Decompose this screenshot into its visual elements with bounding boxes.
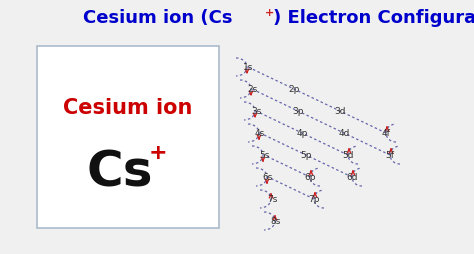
Text: 5p: 5p bbox=[300, 151, 312, 160]
FancyBboxPatch shape bbox=[37, 47, 219, 228]
Text: 5s: 5s bbox=[259, 151, 269, 160]
Text: 3s: 3s bbox=[251, 107, 261, 116]
Text: 5f: 5f bbox=[385, 151, 394, 160]
Text: 3p: 3p bbox=[292, 107, 304, 116]
Text: 8s: 8s bbox=[271, 217, 281, 226]
Text: +: + bbox=[149, 142, 167, 162]
Text: ) Electron Configuration: ) Electron Configuration bbox=[273, 9, 474, 27]
Text: 7s: 7s bbox=[267, 195, 277, 204]
Text: 2p: 2p bbox=[288, 85, 300, 94]
Text: 6p: 6p bbox=[304, 173, 316, 182]
Text: 2s: 2s bbox=[247, 85, 257, 94]
Text: Cesium ion: Cesium ion bbox=[64, 98, 193, 118]
Text: 7p: 7p bbox=[308, 195, 320, 204]
Text: Cs: Cs bbox=[87, 148, 153, 196]
Text: Cesium ion (Cs: Cesium ion (Cs bbox=[83, 9, 233, 27]
Text: 6s: 6s bbox=[263, 173, 273, 182]
Text: 6d: 6d bbox=[346, 173, 358, 182]
Text: 5d: 5d bbox=[342, 151, 354, 160]
Text: 3d: 3d bbox=[334, 107, 346, 116]
Text: +: + bbox=[265, 8, 274, 18]
Text: 1s: 1s bbox=[243, 63, 253, 72]
Text: 4d: 4d bbox=[338, 129, 350, 138]
Text: 4f: 4f bbox=[382, 129, 391, 138]
Text: 4s: 4s bbox=[255, 129, 265, 138]
Text: 4p: 4p bbox=[296, 129, 308, 138]
